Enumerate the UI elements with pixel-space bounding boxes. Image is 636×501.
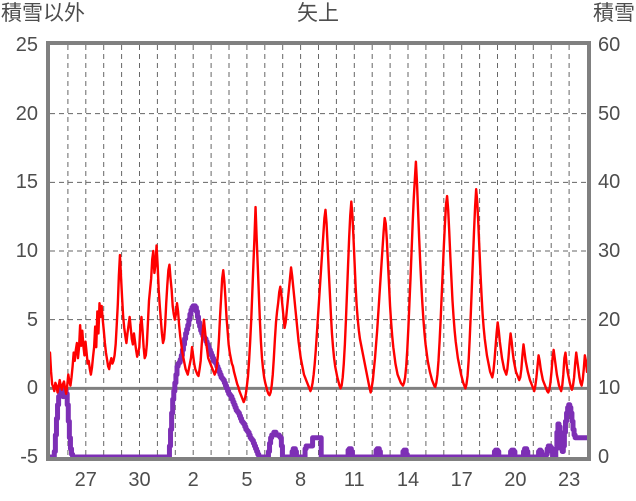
right-tick-label: 60: [598, 34, 621, 56]
x-tick-label: 20: [504, 469, 527, 491]
left-tick-label: 15: [15, 171, 38, 194]
right-tick-label: 20: [598, 308, 621, 331]
plot-inner: [50, 45, 587, 457]
x-tick-label: 14: [396, 469, 420, 491]
left-axis-unit-label: 積雪以外: [1, 2, 85, 25]
left-tick-label: 0: [26, 377, 38, 400]
plot-area: [46, 41, 591, 461]
x-tick-label: 23: [557, 469, 581, 491]
x-tick-label: 5: [241, 469, 253, 491]
right-axis-unit-label: 積雪: [593, 2, 635, 25]
series-canvas: [50, 45, 587, 457]
right-tick-label: 50: [598, 102, 621, 125]
gridlines: [50, 45, 587, 457]
x-tick-label: 30: [128, 469, 151, 491]
right-tick-label: 40: [598, 171, 621, 194]
x-tick-label: 11: [343, 469, 365, 491]
right-tick-label: 0: [598, 446, 610, 468]
left-tick-label: 10: [15, 240, 38, 262]
x-tick-label: 27: [74, 469, 97, 491]
x-tick-label: 17: [450, 469, 473, 491]
right-tick-label: 30: [598, 240, 621, 262]
left-tick-label: 5: [26, 308, 38, 331]
series-line-nonsnow: [50, 160, 587, 404]
page-title: 矢上: [297, 2, 339, 25]
x-tick-label: 2: [187, 469, 199, 491]
left-tick-label: 20: [15, 102, 38, 125]
left-tick-label: -5: [20, 446, 38, 468]
x-tick-label: 8: [295, 469, 307, 491]
right-tick-label: 10: [598, 377, 621, 400]
left-tick-label: 25: [15, 34, 38, 56]
